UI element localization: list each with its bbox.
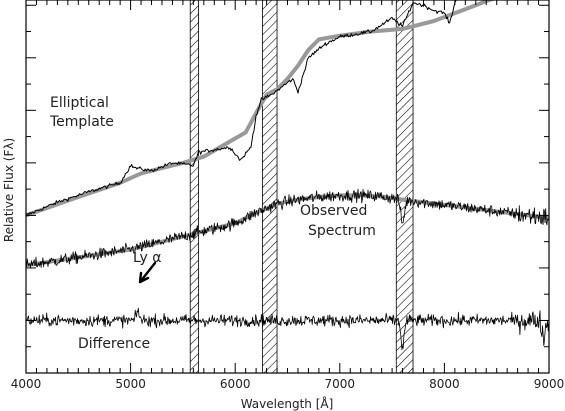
label-ly-alpha: Ly α [133, 250, 161, 266]
label-difference: Difference [78, 336, 150, 352]
series-observed-noisy [26, 188, 549, 269]
series-elliptical-template [26, 0, 457, 215]
series-difference [26, 307, 549, 351]
series-template-smooth [26, 0, 496, 218]
ly-alpha-arrow [138, 261, 157, 284]
label-spectrum: Spectrum [308, 223, 376, 239]
series-observed-smooth [26, 193, 549, 268]
x-tick-label: 7000 [325, 377, 356, 391]
x-axis-label: Wavelength [Å] [241, 396, 334, 411]
x-tick-label: 9000 [534, 377, 565, 391]
label-elliptical: Elliptical [50, 95, 109, 111]
spectrum-series [26, 0, 549, 351]
axis-ticks [25, 0, 550, 374]
label-observed: Observed [300, 203, 367, 219]
x-tick-label: 6000 [220, 377, 251, 391]
x-tick-label: 4000 [11, 377, 42, 391]
y-axis-label: Relative Flux (Fλ) [2, 138, 16, 242]
x-tick-labels: 4000 5000 6000 7000 8000 9000 [11, 377, 565, 391]
x-tick-label: 8000 [429, 377, 460, 391]
label-template: Template [49, 114, 114, 130]
x-tick-label: 5000 [115, 377, 146, 391]
